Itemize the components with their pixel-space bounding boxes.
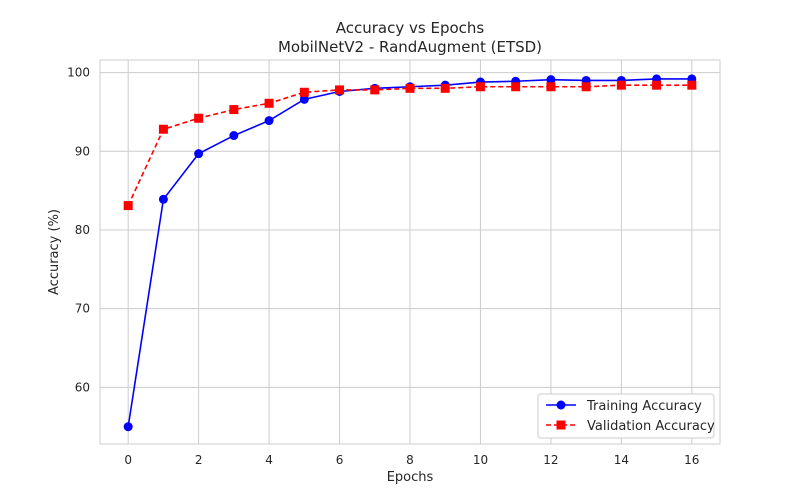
data-point-0 bbox=[546, 75, 556, 85]
y-tick-label: 80 bbox=[75, 223, 90, 237]
x-tick-label: 8 bbox=[406, 453, 414, 467]
x-tick-label: 6 bbox=[336, 453, 344, 467]
series-line-1 bbox=[127, 84, 692, 206]
series-layer bbox=[123, 74, 697, 432]
data-point-1 bbox=[581, 82, 591, 92]
y-tick-label: 90 bbox=[75, 144, 90, 158]
data-point-1 bbox=[335, 85, 345, 95]
data-point-0 bbox=[123, 422, 133, 432]
x-tick-label: 2 bbox=[195, 453, 203, 467]
legend-box bbox=[537, 393, 715, 439]
data-point-1 bbox=[264, 98, 274, 108]
data-point-1 bbox=[440, 83, 450, 93]
y-tick-label: 100 bbox=[67, 66, 90, 80]
chart-title: Accuracy vs Epochs bbox=[336, 19, 485, 37]
x-tick-label: 4 bbox=[265, 453, 273, 467]
x-tick-label: 10 bbox=[473, 453, 488, 467]
data-point-1 bbox=[652, 80, 662, 90]
data-point-1 bbox=[370, 85, 380, 95]
grid bbox=[100, 60, 720, 444]
data-point-1 bbox=[229, 105, 239, 115]
data-point-1 bbox=[475, 82, 485, 92]
data-point-1 bbox=[511, 82, 521, 92]
legend-marker-validation bbox=[556, 420, 566, 430]
data-point-0 bbox=[229, 131, 239, 141]
data-point-0 bbox=[299, 94, 309, 104]
plot-frame bbox=[99, 59, 721, 445]
y-tick-label: 60 bbox=[75, 380, 90, 394]
x-tick-label: 0 bbox=[124, 453, 132, 467]
data-point-1 bbox=[123, 201, 133, 211]
data-point-1 bbox=[687, 80, 697, 90]
x-tick-label: 12 bbox=[543, 453, 558, 467]
data-point-1 bbox=[158, 124, 168, 134]
legend: Training Accuracy Validation Accuracy bbox=[537, 393, 715, 439]
data-point-1 bbox=[299, 87, 309, 97]
y-tick-label: 70 bbox=[75, 302, 90, 316]
data-point-0 bbox=[194, 149, 204, 159]
data-point-1 bbox=[194, 113, 204, 123]
tick-labels: 0 2 4 6 8 10 12 14 16 60 70 80 90 100 bbox=[67, 66, 699, 467]
x-tick-label: 16 bbox=[684, 453, 699, 467]
y-axis-label: Accuracy (%) bbox=[47, 209, 62, 295]
data-point-0 bbox=[158, 194, 168, 204]
data-point-1 bbox=[405, 83, 415, 93]
legend-label-validation: Validation Accuracy bbox=[587, 419, 715, 434]
legend-label-training: Training Accuracy bbox=[586, 399, 702, 414]
x-tick-label: 14 bbox=[614, 453, 629, 467]
data-point-1 bbox=[616, 80, 626, 90]
legend-marker-training bbox=[556, 400, 566, 410]
x-axis-label: Epochs bbox=[387, 470, 434, 485]
chart-subtitle: MobilNetV2 - RandAugment (ETSD) bbox=[278, 38, 542, 56]
data-point-0 bbox=[264, 116, 274, 126]
data-point-1 bbox=[546, 82, 556, 92]
